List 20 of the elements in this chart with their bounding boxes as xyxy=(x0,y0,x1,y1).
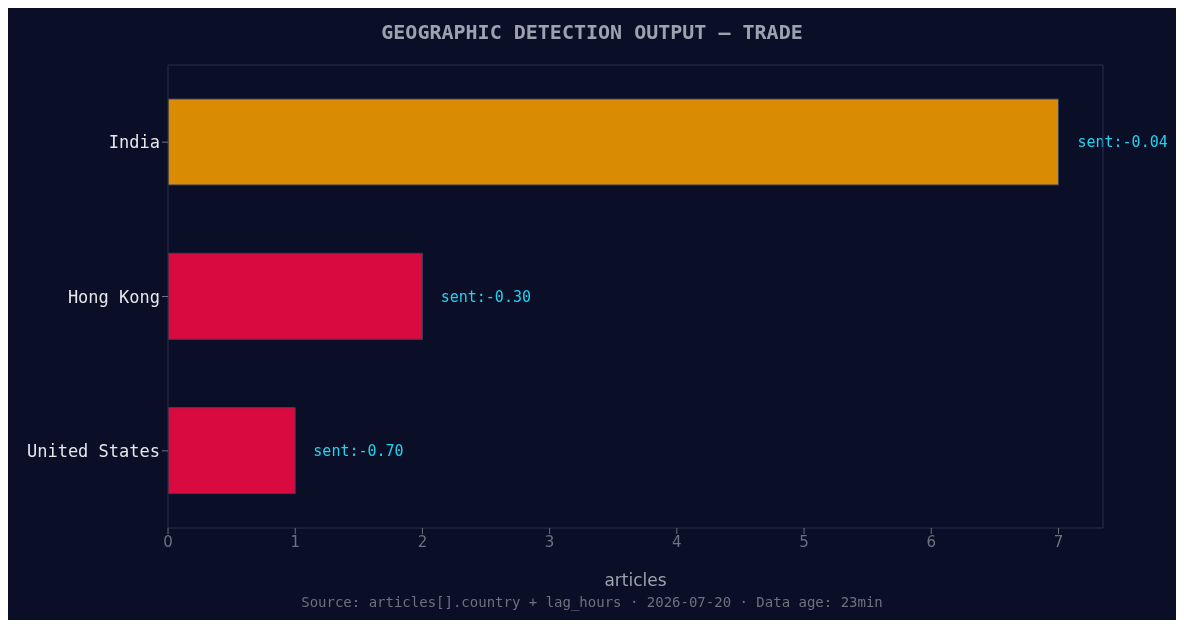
annotation: sent:-0.04 xyxy=(1077,133,1168,152)
x-tick-label: 1 xyxy=(290,532,300,551)
x-tick-label: 6 xyxy=(926,532,937,551)
bar xyxy=(168,407,296,495)
x-tick-label: 2 xyxy=(417,532,428,551)
x-tick-label: 0 xyxy=(163,532,173,551)
y-tick-label: Hong Kong xyxy=(67,286,160,307)
bar xyxy=(168,252,423,340)
annotation: sent:-0.30 xyxy=(440,287,532,306)
chart-title: GEOGRAPHIC DETECTION OUTPUT — TRADE xyxy=(380,19,804,46)
bar xyxy=(168,98,1059,186)
source-note: Source: articles[].country + lag_hours · 2026-07-20 · Data age: 23min xyxy=(300,594,884,610)
y-tick-label: India xyxy=(108,132,160,153)
x-axis-title: articles xyxy=(604,570,667,590)
x-tick-label: 3 xyxy=(544,532,555,551)
annotation: sent:-0.70 xyxy=(313,441,404,460)
x-tick-label: 4 xyxy=(672,532,682,551)
x-tick-label: 7 xyxy=(1053,532,1064,551)
x-tick-label: 5 xyxy=(799,532,809,551)
y-tick-label: United States xyxy=(26,440,160,461)
